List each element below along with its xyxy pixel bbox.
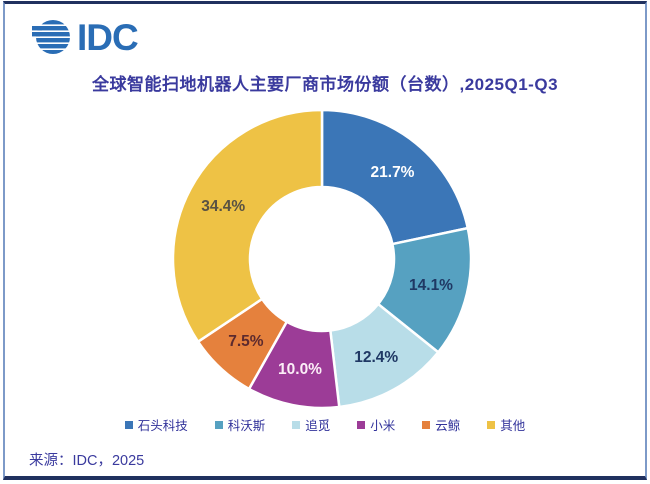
legend-swatch-2 bbox=[214, 420, 223, 429]
legend-swatch-5 bbox=[422, 420, 431, 429]
legend-label-3: 追觅 bbox=[305, 419, 331, 433]
legend-label-4: 小米 bbox=[370, 419, 396, 433]
legend-swatch-6 bbox=[487, 420, 496, 429]
slice-label-2: 14.1% bbox=[409, 277, 453, 294]
legend-swatch-4 bbox=[357, 420, 366, 429]
chart-card: IDC 全球智能扫地机器人主要厂商市场份额（台数）,2025Q1-Q3 21.7… bbox=[3, 1, 647, 480]
donut-chart: 21.7% 14.1% 12.4% 10.0% 7.5% 34.4% bbox=[171, 108, 473, 410]
legend-label-1: 石头科技 bbox=[137, 419, 188, 433]
legend-item-1: 石头科技 bbox=[124, 415, 188, 434]
donut-slice-6 bbox=[171, 108, 324, 343]
idc-logo: IDC bbox=[31, 16, 139, 58]
legend-label-6: 其他 bbox=[500, 419, 526, 433]
legend-item-3: 追觅 bbox=[292, 415, 330, 434]
legend-swatch-1 bbox=[124, 420, 133, 429]
legend-label-2: 科沃斯 bbox=[227, 419, 266, 433]
legend: 石头科技 科沃斯 追觅 小米 云鲸 其他 bbox=[5, 415, 645, 434]
legend-label-5: 云鲸 bbox=[435, 419, 461, 433]
donut-chart-area: 21.7% 14.1% 12.4% 10.0% 7.5% 34.4% bbox=[130, 97, 514, 417]
slice-label-1: 21.7% bbox=[371, 164, 415, 181]
slice-label-3: 12.4% bbox=[354, 349, 398, 366]
legend-item-5: 云鲸 bbox=[422, 415, 460, 434]
legend-item-6: 其他 bbox=[487, 415, 525, 434]
idc-globe-icon bbox=[32, 20, 70, 54]
donut-slice-1 bbox=[320, 108, 470, 246]
legend-swatch-3 bbox=[292, 420, 301, 429]
slice-label-5: 7.5% bbox=[228, 333, 264, 350]
slice-label-4: 10.0% bbox=[278, 361, 322, 378]
legend-item-4: 小米 bbox=[357, 415, 395, 434]
slice-label-6: 34.4% bbox=[201, 198, 245, 215]
logo-text: IDC bbox=[77, 16, 139, 58]
source-note: 来源：IDC，2025 bbox=[29, 453, 145, 469]
chart-title: 全球智能扫地机器人主要厂商市场份额（台数）,2025Q1-Q3 bbox=[91, 75, 559, 94]
legend-item-2: 科沃斯 bbox=[214, 415, 266, 434]
